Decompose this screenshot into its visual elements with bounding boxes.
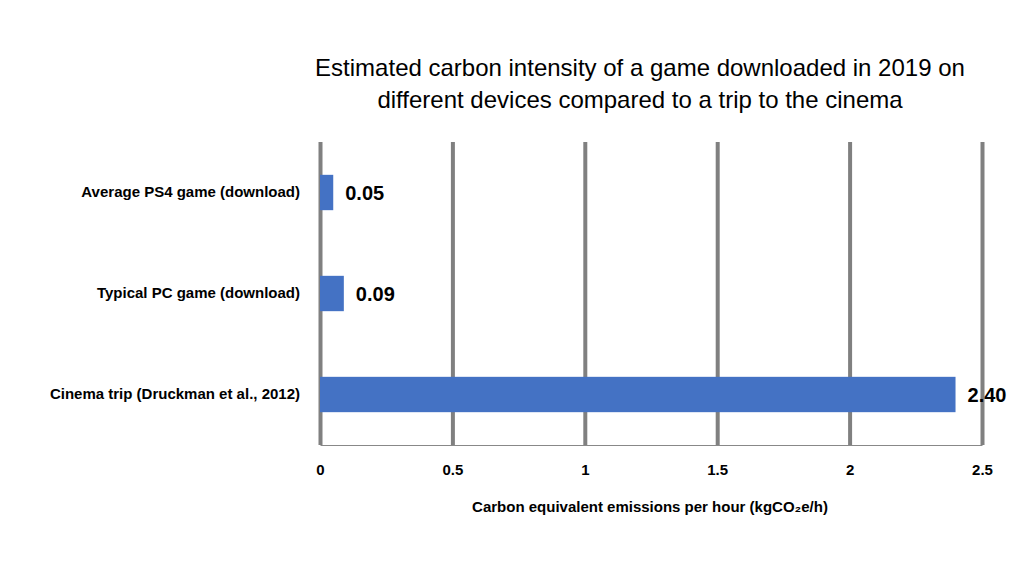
x-tick: 1.5 [707, 142, 728, 478]
x-tick-label: 2.5 [972, 461, 993, 478]
x-tick: 0.5 [442, 142, 463, 478]
bars [320, 175, 956, 412]
x-axis: 0 0.5 1 1.5 2 2.5 [316, 142, 993, 478]
title-line: Estimated carbon intensity of a game dow… [315, 54, 965, 81]
data-label: 0.09 [356, 283, 395, 305]
x-tick: 2 [846, 142, 854, 478]
x-tick-label: 0.5 [442, 461, 463, 478]
x-tick-label: 2 [846, 461, 854, 478]
x-tick: 2.5 [972, 142, 993, 478]
category-label: Typical PC game (download) [97, 284, 300, 301]
bar [320, 276, 344, 311]
x-tick-label: 1.5 [707, 461, 728, 478]
x-tick-label: 1 [581, 461, 589, 478]
x-axis-title: Carbon equivalent emissions per hour (kg… [472, 498, 828, 515]
y-tick: Cinema trip (Druckman et al., 2012) [50, 385, 300, 402]
title: Estimated carbon intensity of a game dow… [315, 54, 965, 113]
y-axis: Average PS4 game (download) Typical PC ga… [50, 183, 300, 402]
bar [320, 377, 956, 412]
data-label: 0.05 [345, 182, 384, 204]
data-labels: 0.05 0.09 2.40 [345, 182, 1006, 406]
chart: Estimated carbon intensity of a game dow… [0, 0, 1024, 576]
title-line: different devices compared to a trip to … [377, 86, 903, 113]
x-tick-label: 0 [316, 461, 324, 478]
data-label: 2.40 [968, 384, 1007, 406]
x-axis-line [321, 445, 983, 446]
y-tick: Average PS4 game (download) [81, 183, 300, 200]
category-label: Average PS4 game (download) [81, 183, 300, 200]
y-tick: Typical PC game (download) [97, 284, 300, 301]
bar [320, 175, 333, 210]
category-label: Cinema trip (Druckman et al., 2012) [50, 385, 300, 402]
x-tick: 1 [581, 142, 589, 478]
